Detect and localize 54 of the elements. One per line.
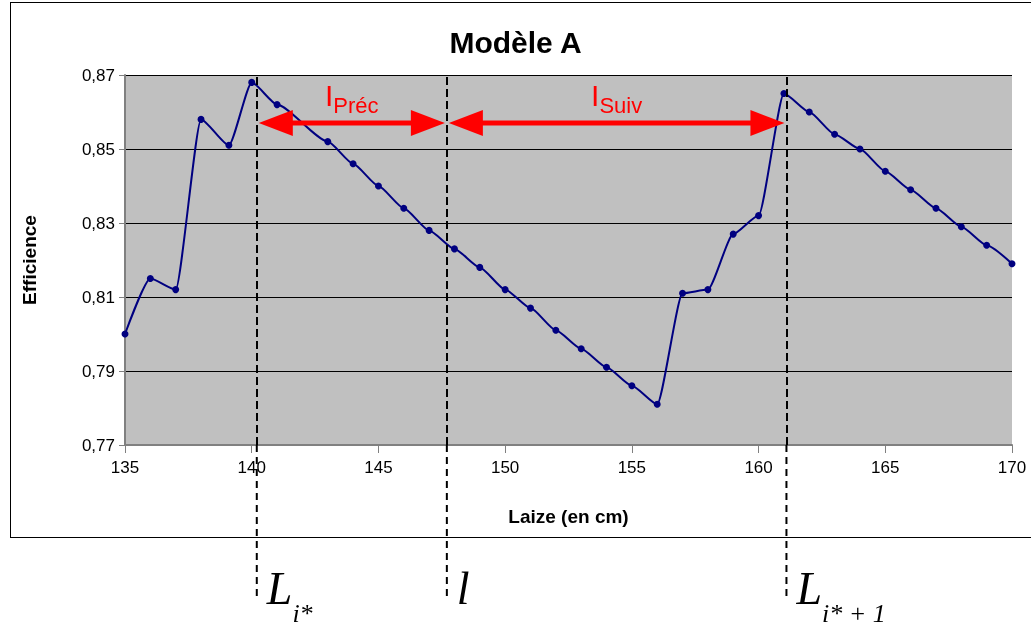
x-tick-label: 150	[490, 458, 520, 477]
point	[146, 275, 154, 282]
point	[374, 182, 382, 190]
y-axis-title: Efficience	[19, 215, 40, 305]
point	[1008, 260, 1016, 268]
x-tick-label: 160	[744, 458, 773, 477]
point	[349, 160, 357, 168]
point	[704, 286, 712, 294]
ref-line-label: L$_{i* + 1}$	[796, 563, 886, 628]
x-tick-label: 135	[110, 458, 140, 477]
point	[273, 101, 281, 109]
point	[653, 400, 661, 408]
x-tick-label: 155	[617, 458, 647, 477]
y-tick-label: 0,81	[81, 287, 115, 307]
point	[881, 167, 889, 175]
point	[552, 326, 560, 334]
y-tick-label: 0,85	[81, 139, 115, 159]
point	[603, 363, 611, 371]
y-tick-label: 0,77	[81, 435, 115, 455]
y-tick-label: 0,87	[81, 65, 115, 85]
x-tick-label: 170	[997, 458, 1027, 477]
point	[450, 245, 458, 253]
point	[628, 382, 636, 390]
x-tick-label: 145	[364, 458, 393, 477]
point	[425, 226, 433, 234]
point	[932, 204, 940, 212]
x-tick-label: 140	[237, 458, 266, 477]
point	[983, 241, 991, 249]
point	[957, 223, 965, 231]
point	[526, 304, 534, 312]
point	[577, 345, 585, 353]
ref-line-label: L$_{i*}$	[266, 563, 313, 628]
point	[729, 230, 737, 238]
point	[400, 204, 408, 212]
chart-title: Modèle A	[449, 25, 582, 59]
point	[679, 289, 687, 297]
y-tick-label: 0,83	[81, 213, 115, 233]
annotation: I$_{Suiv}$	[591, 79, 643, 118]
point	[907, 186, 915, 194]
point	[324, 138, 332, 146]
point	[172, 286, 180, 294]
point	[755, 212, 763, 220]
point	[197, 115, 205, 123]
point	[248, 78, 256, 86]
point	[225, 141, 233, 149]
ref-line-label: l	[456, 563, 470, 614]
x-axis-title: Laize (en cm)	[508, 506, 629, 527]
y-tick-label: 0,79	[81, 361, 115, 381]
x-tick-label: 165	[871, 458, 900, 477]
point	[501, 286, 509, 294]
point	[831, 130, 839, 138]
annotation: I$_{Préc}$	[325, 79, 379, 118]
point	[476, 263, 484, 271]
point	[805, 108, 813, 116]
